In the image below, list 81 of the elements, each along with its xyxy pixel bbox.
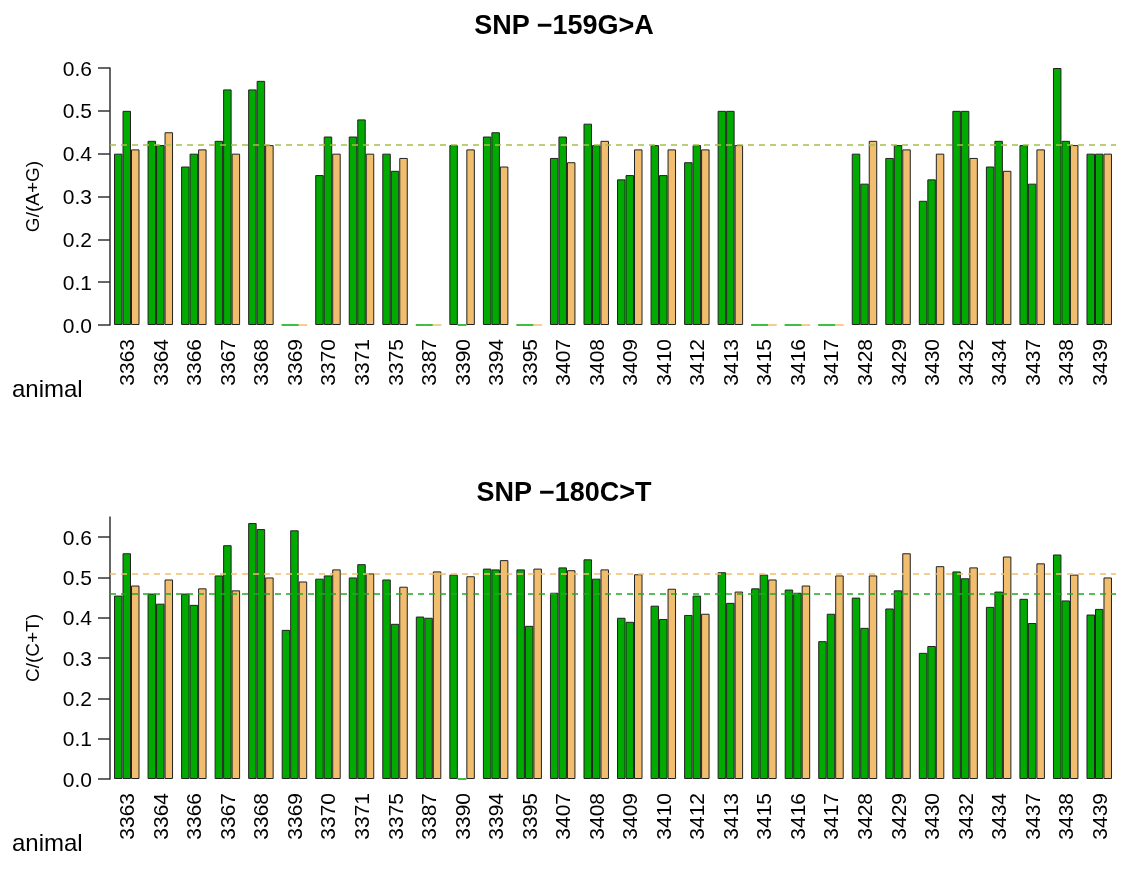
x-tick-label: 3416 [785,793,809,840]
x-tick-label: 3367 [215,339,239,386]
x-tick-label: 3364 [148,792,172,840]
x-tick-label: 3368 [249,339,273,386]
x-axis-title: animal [12,374,83,402]
x-tick-label: 3430 [920,339,944,386]
y-tick-label: 0.6 [62,56,92,80]
y-axis-title: G/(A+G) [22,160,43,233]
x-tick-label: 3407 [551,339,575,386]
x-tick-label: 3390 [450,793,474,840]
x-tick-label: 3415 [752,793,776,840]
x-tick-label: 3368 [249,793,273,840]
x-tick-label: 3428 [853,793,876,840]
y-tick-label: 0.5 [62,565,92,589]
x-tick-label: 3370 [316,793,340,840]
x-tick-label: 3416 [785,339,809,386]
x-tick-label: 3409 [618,793,642,840]
x-axis-title: animal [12,828,83,856]
x-tick-label: 3390 [450,339,474,386]
x-tick-label: 3371 [350,793,373,840]
x-tick-label: 3375 [383,793,407,840]
x-tick-label: 3407 [551,793,575,840]
y-tick-label: 0.6 [62,525,92,549]
y-tick-label: 0.0 [62,313,92,337]
x-tick-label: 3367 [215,793,239,840]
x-tick-label: 3364 [148,338,172,386]
x-tick-label: 3429 [886,793,910,840]
y-axis-title: C/(C+T) [22,613,43,683]
y-tick-label: 0.1 [62,727,92,751]
x-tick-label: 3439 [1087,793,1111,840]
x-tick-label: 3369 [282,793,306,840]
y-tick-label: 0.4 [62,142,93,166]
x-tick-label: 3410 [651,339,675,386]
x-tick-label: 3438 [1054,339,1078,386]
x-tick-label: 3434 [987,338,1011,386]
x-tick-label: 3394 [484,338,508,386]
chart-title: SNP −180C>T [476,476,653,507]
x-tick-label: 3394 [484,792,508,840]
x-tick-label: 3434 [987,792,1011,840]
x-tick-label: 3395 [517,793,541,840]
y-tick-label: 0.3 [62,646,92,670]
x-tick-label: 3369 [282,339,306,386]
x-tick-label: 3412 [685,339,709,386]
x-tick-label: 3413 [718,793,742,840]
y-tick-label: 0.1 [62,270,92,294]
chart-title: SNP −159G>A [474,9,654,40]
x-tick-label: 3417 [819,339,843,386]
x-tick-label: 3432 [953,339,977,386]
x-tick-label: 3437 [1020,339,1044,386]
x-tick-label: 3366 [182,793,206,840]
x-tick-label: 3363 [115,793,139,840]
x-tick-label: 3428 [853,339,876,386]
y-tick-label: 0.3 [62,185,92,208]
x-tick-label: 3408 [584,339,608,386]
x-tick-label: 3415 [752,339,776,386]
x-tick-label: 3409 [618,339,642,386]
x-tick-label: 3438 [1054,793,1078,840]
x-tick-label: 3387 [417,793,441,840]
y-tick-label: 0.2 [62,686,92,710]
x-tick-label: 3413 [718,339,742,386]
x-tick-label: 3370 [316,339,340,386]
y-tick-label: 0.2 [62,227,92,251]
y-tick-label: 0.4 [62,606,93,630]
x-tick-label: 3363 [115,339,139,386]
x-tick-label: 3439 [1087,339,1111,386]
x-tick-label: 3371 [350,339,373,386]
bar [466,149,475,325]
x-tick-label: 3412 [685,793,709,840]
x-tick-label: 3430 [920,793,944,840]
x-tick-label: 3432 [953,793,977,840]
x-tick-label: 3387 [417,339,441,386]
x-tick-label: 3417 [819,793,843,840]
x-tick-label: 3375 [383,339,407,386]
x-tick-label: 3429 [886,339,910,386]
x-tick-label: 3395 [517,339,541,386]
x-tick-label: 3408 [584,793,608,840]
x-tick-label: 3366 [182,339,206,386]
y-tick-label: 0.5 [62,99,92,123]
y-tick-label: 0.0 [62,767,92,791]
x-tick-label: 3410 [651,793,675,840]
x-tick-label: 3437 [1020,793,1044,840]
